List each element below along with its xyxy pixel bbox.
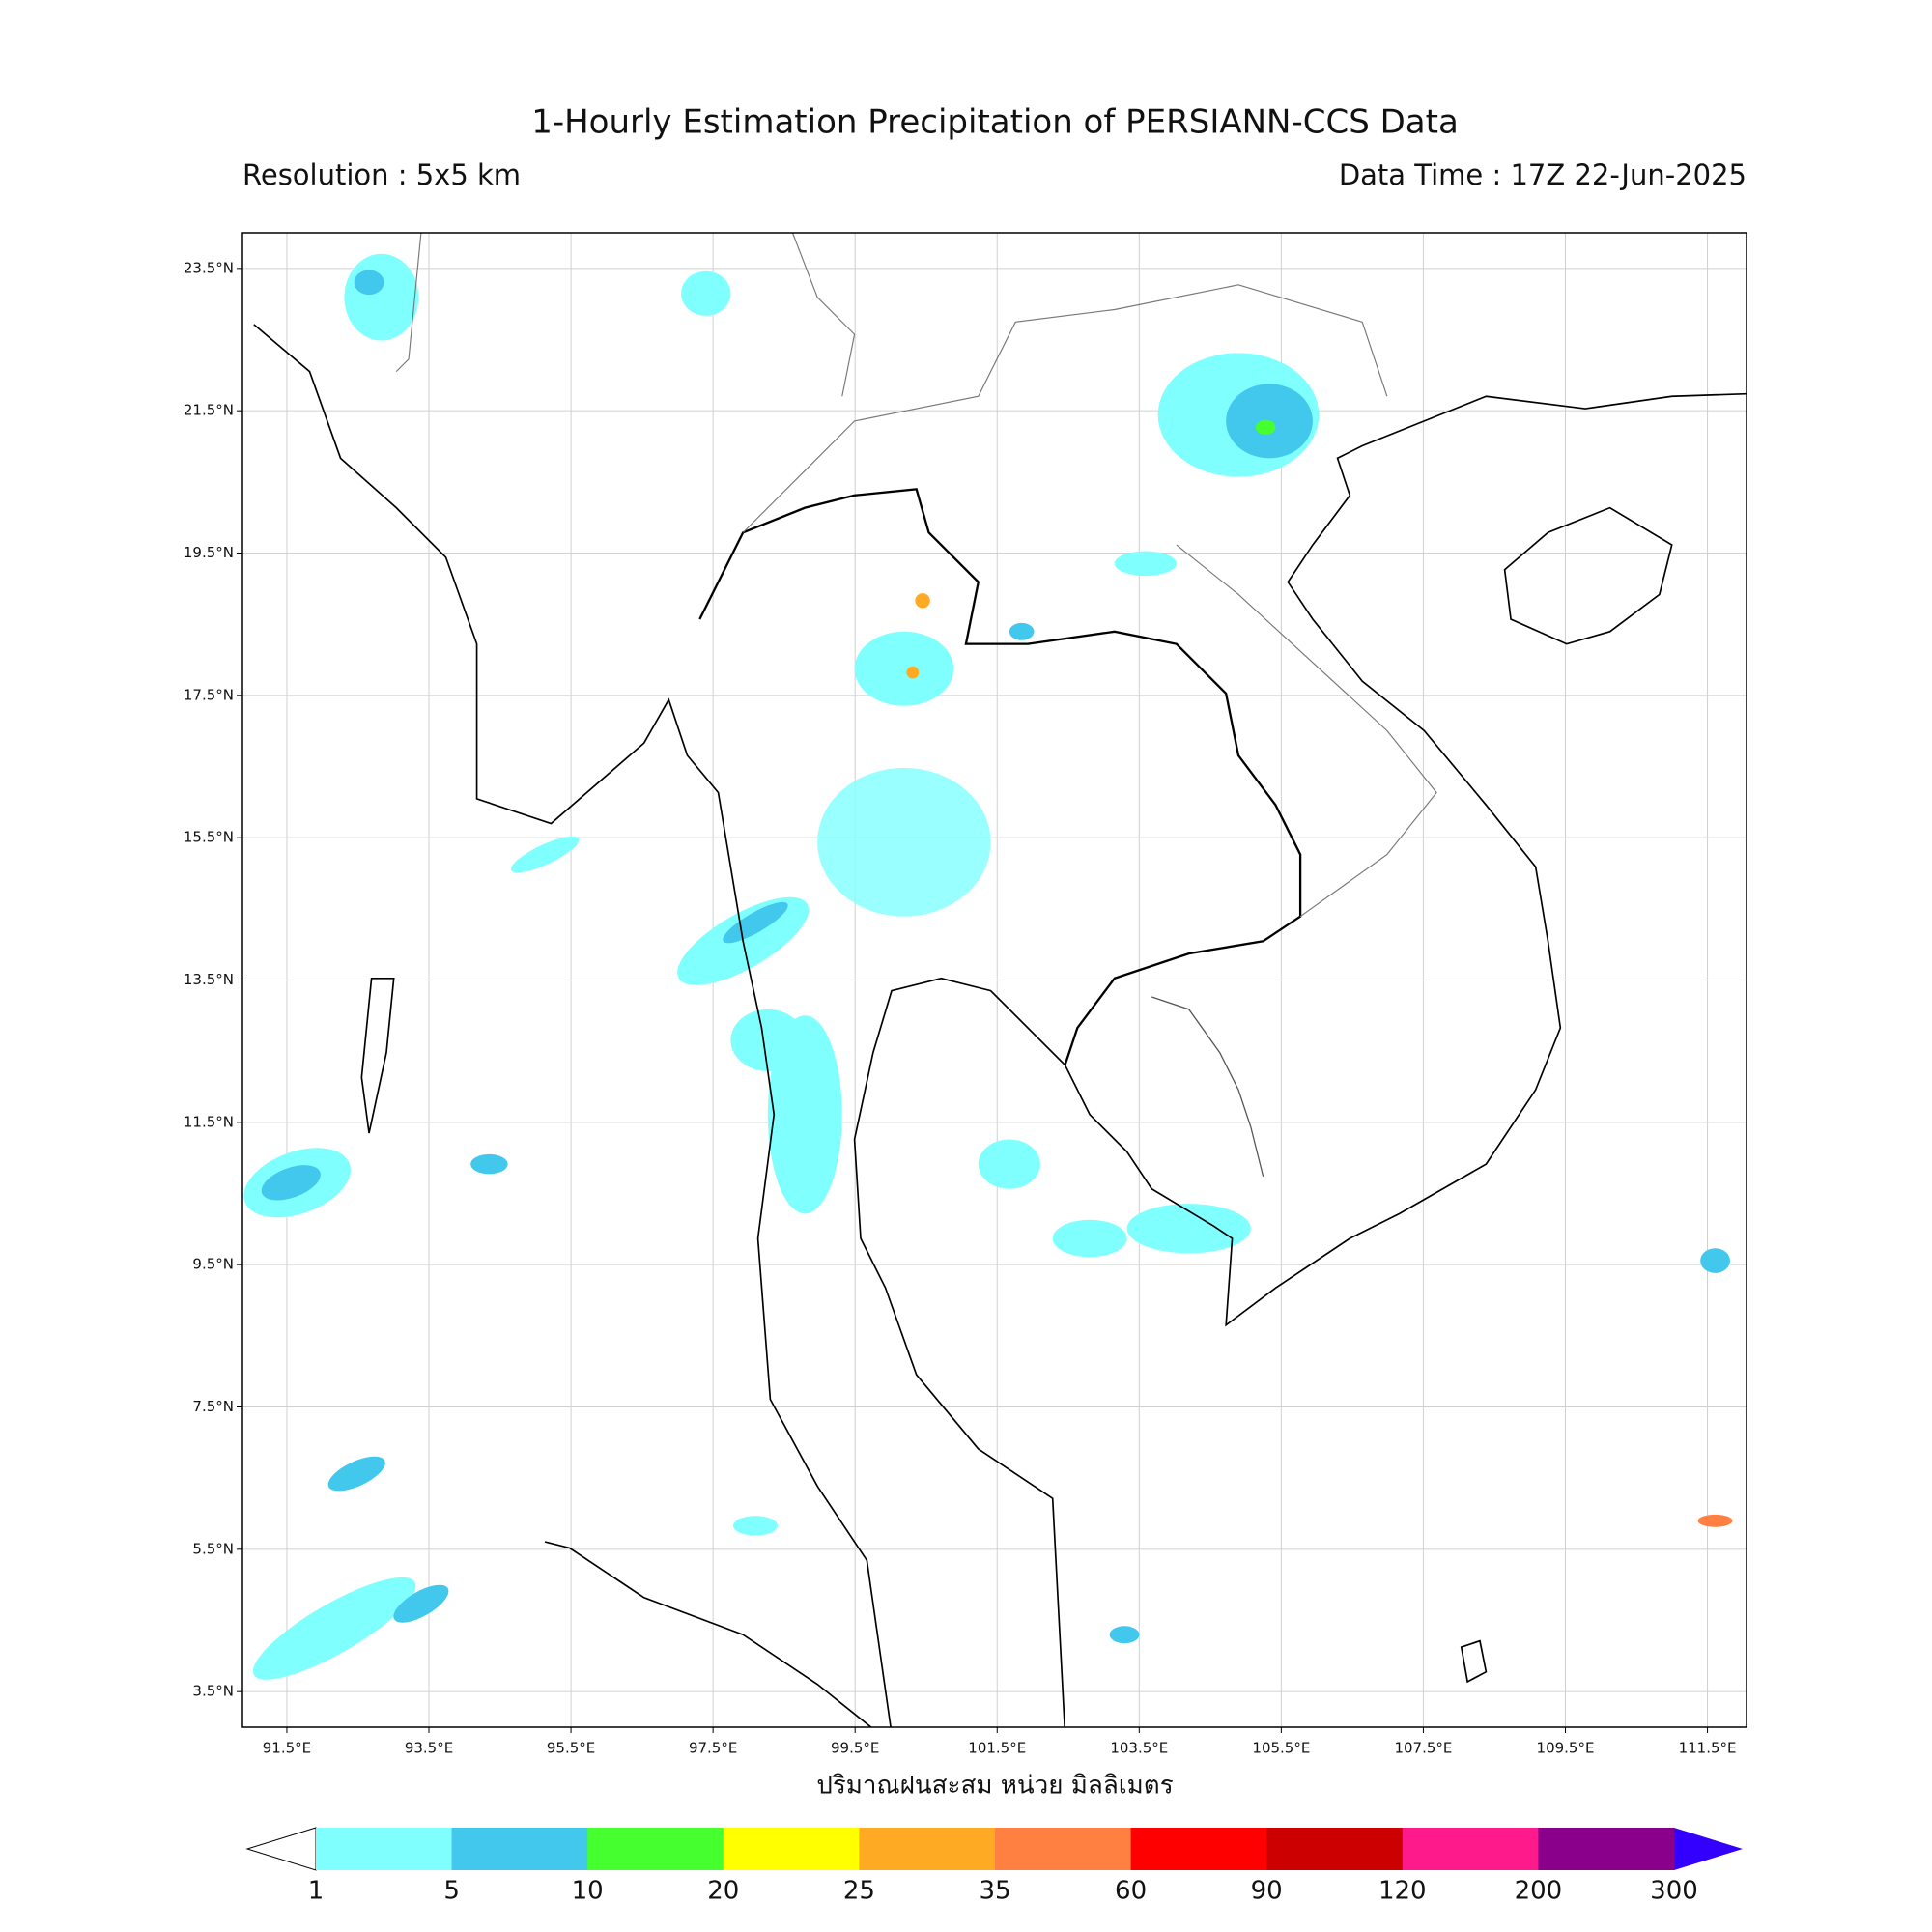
y-tick-label: 19.5°N <box>184 544 234 561</box>
rain-area <box>1697 1514 1733 1527</box>
coastlines <box>253 233 1747 1727</box>
y-tick-label: 7.5°N <box>192 1398 234 1415</box>
coastline <box>544 1541 873 1727</box>
x-tick-label: 99.5°E <box>831 1740 879 1757</box>
y-tick-label: 21.5°N <box>184 402 234 419</box>
rain-area <box>732 1516 779 1536</box>
coastline <box>853 392 1747 1727</box>
rain-area <box>327 1456 385 1492</box>
rain-area <box>261 1165 321 1201</box>
lake <box>1151 996 1264 1178</box>
rain-area <box>354 270 384 296</box>
y-tick-label: 9.5°N <box>192 1256 234 1273</box>
colorbar-segment <box>995 1828 1132 1870</box>
y-tick-label: 15.5°N <box>184 829 234 846</box>
rain-area <box>510 836 580 873</box>
y-tick-label: 17.5°N <box>184 686 234 703</box>
rain-area <box>252 1577 416 1680</box>
colorbar-segment <box>316 1828 453 1870</box>
rain-area <box>393 1584 449 1623</box>
x-tick-label: 103.5°E <box>1110 1740 1168 1757</box>
country-border <box>742 284 1388 533</box>
rain-area <box>1052 1219 1127 1258</box>
x-tick-label: 105.5°E <box>1252 1740 1310 1757</box>
rain-area <box>344 253 419 341</box>
rain-area <box>1126 1204 1251 1254</box>
grid <box>242 233 1747 1727</box>
colorbar-segment <box>859 1828 996 1870</box>
country-border <box>1176 544 1437 918</box>
rain-area <box>1009 622 1035 640</box>
island <box>1460 1639 1488 1684</box>
rain-area <box>730 1009 806 1071</box>
x-tick-label: 101.5°E <box>968 1740 1026 1757</box>
x-tick-label: 91.5°E <box>263 1740 311 1757</box>
map-layer <box>243 233 1747 1727</box>
colorbar-tick-label: 60 <box>1115 1877 1147 1906</box>
x-tick-label: 109.5°E <box>1537 1740 1595 1757</box>
rain-field <box>243 253 1733 1680</box>
x-tick-label: 93.5°E <box>405 1740 453 1757</box>
rain-area <box>1255 419 1276 435</box>
colorbar-over <box>1674 1828 1743 1870</box>
colorbar: 1 5 10 20 25 35 60 90 120 200 300 <box>245 1827 1743 1906</box>
rain-area <box>906 666 920 679</box>
y-tick-label: 5.5°N <box>192 1540 234 1557</box>
colorbar-tick-label: 200 <box>1515 1877 1563 1906</box>
subtitle-left: Resolution : 5x5 km <box>242 158 521 191</box>
x-tick-label: 97.5°E <box>689 1740 737 1757</box>
subtitle-right: Data Time : 17Z 22-Jun-2025 <box>1339 158 1747 191</box>
coastline <box>253 324 892 1727</box>
colorbar-tick-label: 10 <box>572 1877 604 1906</box>
thai-border <box>698 488 1302 1065</box>
colorbar-segment <box>723 1828 860 1870</box>
rain-area <box>978 1139 1040 1189</box>
rain-area <box>470 1153 508 1175</box>
rain-area <box>681 270 731 316</box>
x-tick-label: 95.5°E <box>547 1740 595 1757</box>
colorbar-tick-label: 25 <box>843 1877 875 1906</box>
country-border <box>395 233 856 397</box>
colorbar-under <box>245 1827 317 1871</box>
rain-area <box>854 631 954 706</box>
colorbar-tick-label: 1 <box>308 1877 325 1906</box>
y-tick-label: 3.5°N <box>192 1683 234 1700</box>
rain-area <box>1109 1626 1140 1644</box>
colorbar-tick-label: 300 <box>1650 1877 1698 1906</box>
island <box>360 977 395 1134</box>
colorbar-segment <box>1538 1828 1675 1870</box>
title: 1-Hourly Estimation Precipitation of PER… <box>531 103 1459 142</box>
y-tick-label: 13.5°N <box>184 971 234 988</box>
colorbar-tick-label: 35 <box>979 1877 1010 1906</box>
colorbar-label: ปริมาณฝนสะสม หน่วย มิลลิเมตร <box>816 1772 1173 1801</box>
colorbar-segment <box>1266 1828 1404 1870</box>
colorbar-segment <box>587 1828 724 1870</box>
colorbar-tick-label: 90 <box>1251 1877 1283 1906</box>
x-tick-label: 111.5°E <box>1679 1740 1737 1757</box>
rain-area <box>1700 1248 1730 1273</box>
colorbar-tick-label: 120 <box>1378 1877 1427 1906</box>
colorbar-segment <box>1130 1828 1267 1870</box>
rain-area <box>1114 551 1177 577</box>
colorbar-segment <box>1402 1828 1539 1870</box>
island <box>1503 506 1673 645</box>
rain-area <box>723 901 788 944</box>
colorbar-segment <box>451 1828 588 1870</box>
colorbar-tick-label: 20 <box>707 1877 739 1906</box>
y-tick-label: 11.5°N <box>184 1113 234 1130</box>
rain-area <box>817 767 991 917</box>
x-tick-label: 107.5°E <box>1394 1740 1452 1757</box>
rain-area <box>915 593 930 609</box>
colorbar-tick-label: 5 <box>443 1877 460 1906</box>
y-tick-label: 23.5°N <box>184 259 234 276</box>
